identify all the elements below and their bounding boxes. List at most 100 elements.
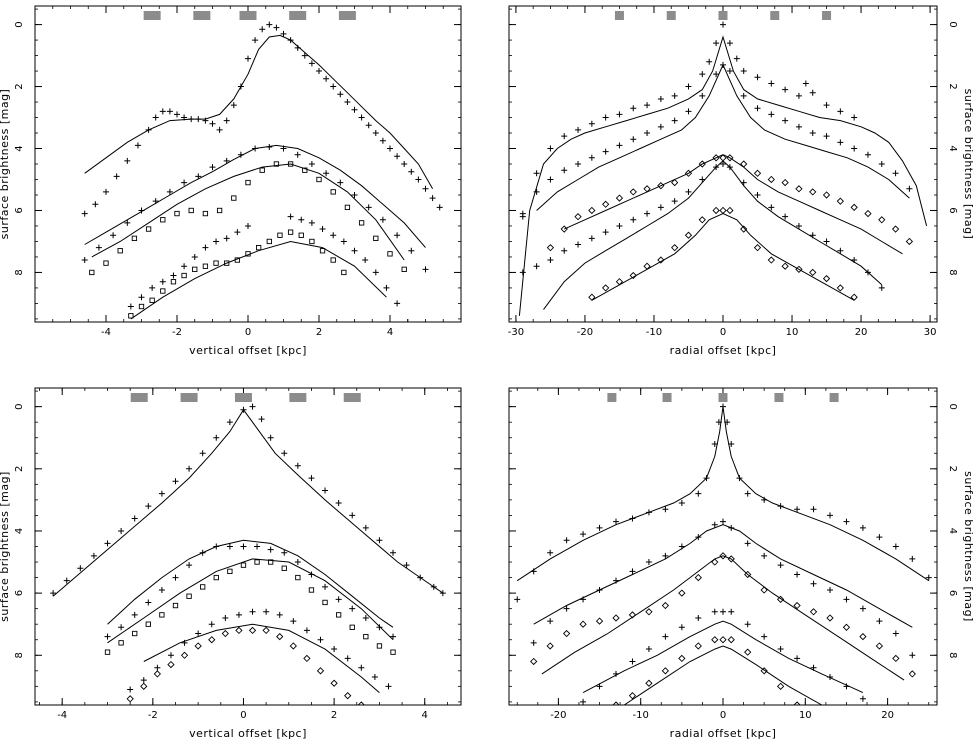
data-point-plus bbox=[213, 238, 220, 245]
data-point-plus bbox=[892, 543, 899, 550]
y-tick-label: 8 bbox=[947, 269, 958, 275]
data-point-plus bbox=[322, 583, 329, 590]
x-tick-label: 20 bbox=[855, 327, 868, 338]
data-point-plus bbox=[319, 226, 326, 233]
data-point-square bbox=[245, 179, 251, 186]
y-axis-title: surface brightness [mag] bbox=[962, 471, 973, 622]
data-point-square bbox=[390, 649, 396, 655]
data-point-plus bbox=[713, 40, 720, 47]
data-point-plus bbox=[533, 170, 540, 177]
y-tick-label: 0 bbox=[947, 21, 958, 27]
slit-marker bbox=[239, 11, 257, 20]
data-point-diamond bbox=[194, 642, 202, 650]
slit-marker bbox=[718, 11, 728, 20]
model-curve bbox=[518, 35, 928, 316]
x-tick-label: -2 bbox=[148, 710, 158, 721]
data-point-plus bbox=[580, 698, 587, 705]
y-tick-label: 0 bbox=[14, 403, 25, 409]
data-point-plus bbox=[166, 188, 173, 195]
y-tick-label: 2 bbox=[14, 83, 25, 89]
data-point-diamond bbox=[694, 573, 702, 582]
data-point-plus bbox=[720, 518, 726, 525]
data-point-plus bbox=[158, 587, 165, 594]
data-point-plus bbox=[782, 117, 789, 124]
data-point-plus bbox=[754, 74, 761, 81]
data-point-square bbox=[192, 266, 198, 272]
data-point-plus bbox=[768, 111, 775, 118]
data-point-diamond bbox=[235, 626, 243, 635]
data-point-diamond bbox=[719, 206, 727, 215]
data-point-plus bbox=[671, 198, 678, 205]
data-point-square bbox=[181, 272, 187, 279]
data-point-diamond bbox=[628, 611, 637, 619]
data-point-plus bbox=[308, 219, 315, 226]
data-point-plus bbox=[202, 244, 209, 251]
y-tick-label: 4 bbox=[947, 145, 958, 151]
data-point-plus bbox=[782, 213, 789, 220]
data-point-diamond bbox=[826, 614, 834, 622]
data-point-plus bbox=[823, 102, 830, 109]
data-point-diamond bbox=[628, 692, 637, 700]
data-point-diamond bbox=[809, 188, 817, 196]
data-point-square bbox=[281, 565, 287, 571]
slit-marker bbox=[289, 11, 307, 20]
data-point-plus bbox=[795, 123, 802, 130]
data-point-plus bbox=[906, 185, 913, 192]
data-point-plus bbox=[809, 130, 816, 137]
data-point-square bbox=[376, 643, 383, 649]
data-point-square bbox=[259, 167, 265, 173]
data-point-diamond bbox=[330, 679, 338, 687]
data-point-diamond bbox=[661, 601, 670, 610]
slit-marker bbox=[829, 393, 839, 402]
data-point-plus bbox=[726, 40, 733, 47]
data-point-plus bbox=[191, 253, 198, 260]
data-point-square bbox=[287, 229, 294, 235]
panel-top-left: -4 -2 0 2 4 0 2 4 6 8 vertical offset [kpc] surface… bbox=[0, 5, 462, 357]
data-point-diamond bbox=[740, 225, 748, 233]
data-point-plus bbox=[602, 148, 609, 155]
data-point-diamond bbox=[208, 636, 216, 644]
data-point-plus bbox=[138, 294, 145, 301]
data-point-plus bbox=[351, 247, 358, 254]
data-point-diamond bbox=[850, 203, 858, 212]
data-point-plus bbox=[340, 238, 347, 245]
model-curve bbox=[107, 539, 394, 628]
data-point-square bbox=[224, 260, 230, 266]
data-point-plus bbox=[365, 122, 372, 129]
data-area bbox=[514, 403, 932, 705]
data-point-plus bbox=[172, 574, 179, 581]
data-point-plus bbox=[768, 204, 775, 211]
data-point-square bbox=[149, 297, 155, 303]
data-point-plus bbox=[195, 173, 202, 180]
data-point-diamond bbox=[793, 601, 801, 610]
data-point-diamond bbox=[678, 654, 686, 663]
data-point-square bbox=[266, 238, 272, 245]
x-tick-label: 0 bbox=[245, 327, 251, 338]
data-point-diamond bbox=[629, 271, 637, 280]
data-point-square bbox=[174, 210, 180, 217]
data-point-square bbox=[117, 248, 123, 254]
data-point-diamond bbox=[753, 244, 762, 252]
data-point-plus bbox=[113, 173, 120, 180]
data-point-square bbox=[302, 167, 308, 173]
data-point-plus bbox=[335, 596, 342, 603]
data-point-diamond bbox=[694, 642, 702, 650]
x-axis-title: radial offset [kpc] bbox=[670, 344, 777, 357]
data-point-diamond bbox=[645, 608, 653, 616]
data-point-square bbox=[132, 630, 138, 637]
data-point-plus bbox=[158, 490, 165, 497]
data-point-plus bbox=[103, 188, 109, 195]
data-point-plus bbox=[174, 111, 180, 118]
data-point-plus bbox=[404, 319, 411, 322]
data-point-plus bbox=[547, 618, 554, 625]
data-point-square bbox=[298, 232, 304, 238]
data-point-diamond bbox=[289, 642, 297, 650]
data-point-plus bbox=[298, 216, 305, 223]
data-point-plus bbox=[267, 434, 274, 441]
data-point-plus bbox=[754, 105, 761, 112]
data-point-plus bbox=[892, 170, 899, 177]
data-point-plus bbox=[859, 524, 866, 531]
data-point-square bbox=[387, 251, 393, 257]
data-point-plus bbox=[629, 658, 636, 665]
data-point-square bbox=[160, 217, 166, 223]
